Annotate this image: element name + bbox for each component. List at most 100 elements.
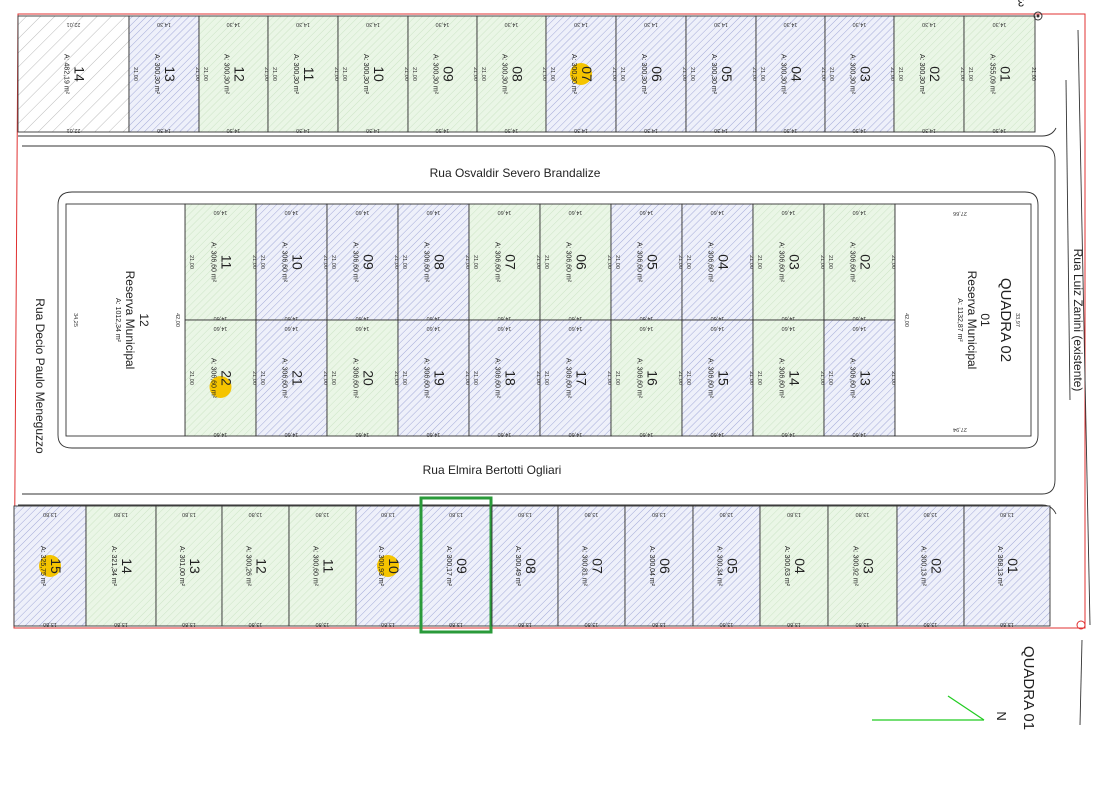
lot-number: 05 (645, 254, 661, 270)
dimension-label: 22,01 (67, 127, 81, 133)
dimension-label: 21,00 (549, 67, 555, 81)
lot-08[interactable]: 08A: 300,30 m² 21,00 21,00 14,30 14,30 (476, 15, 547, 133)
lot-13[interactable]: 13A: 306,60 m² 21,00 21,00 14,60 14,60 (823, 319, 896, 437)
dimension-label: 14,60 (640, 209, 654, 215)
lot-11[interactable]: 11A: 300,60 m² 13,80 13,80 (288, 505, 357, 627)
dimension-label: 14,30 (436, 127, 450, 133)
lot-10[interactable]: 10A: 300,93 m² 13,80 13,80 (355, 505, 421, 627)
dimension-label: 14,30 (157, 21, 171, 27)
lot-06[interactable]: 06A: 306,60 m² 21,00 21,00 14,60 14,60 (539, 203, 612, 321)
lot-parcel (823, 319, 896, 437)
lot-12[interactable]: 12A: 300,30 m² 21,00 21,00 14,30 14,30 (198, 15, 269, 133)
lot-area: A: 300,30 m² (153, 54, 160, 95)
dimension-label: 14,30 (784, 127, 798, 133)
lot-18[interactable]: 18A: 306,60 m² 21,00 21,00 14,60 14,60 (468, 319, 541, 437)
lot-01[interactable]: 01A: 368,13 m² 13,80 13,80 (963, 505, 1051, 627)
dimension-label: 21,00 (751, 67, 757, 81)
lot-number: 04 (789, 66, 805, 82)
lot-07[interactable]: 07A: 300,30 m² 21,00 21,00 14,30 14,30 (545, 15, 617, 133)
lot-21[interactable]: 21A: 306,60 m² 21,00 21,00 14,60 14,60 (255, 319, 328, 437)
dimension-label: 14,60 (853, 209, 867, 215)
dimension-label: 27,94 (953, 426, 967, 432)
lot-13[interactable]: 13A: 301,00 m² 13,80 13,80 (155, 505, 223, 627)
boundary-marker-icon (1036, 14, 1040, 18)
dimension-label: 13,80 (787, 621, 801, 627)
dimension-label: 13,80 (43, 621, 57, 627)
lot-08[interactable]: 08A: 300,49 m² 13,80 13,80 (491, 505, 559, 627)
lot-05[interactable]: 05A: 306,60 m² 21,00 21,00 14,60 14,60 (610, 203, 683, 321)
reserva-municipal-left[interactable]: 12 Reserva Municipal A: 1012,34 m² 34,25… (65, 203, 186, 437)
lot-08[interactable]: 08A: 306,60 m² 21,00 21,00 14,60 14,60 (397, 203, 470, 321)
lot-06[interactable]: 06A: 300,04 m² 13,80 13,80 (624, 505, 694, 627)
lot-area: A: 301,00 m² (178, 546, 185, 587)
street-label-top: Rua Osvaldir Severo Brandalize (430, 166, 601, 180)
boundary-marker-icon (1076, 620, 1086, 630)
reserva-municipal-right[interactable]: QUADRA 02 01 Reserva Municipal A: 1132,8… (894, 203, 1032, 437)
lot-02[interactable]: 02A: 300,30 m² 21,00 21,00 14,30 14,30 (893, 15, 965, 133)
lot-09[interactable]: 09A: 300,17 m² 13,80 13,80 (419, 496, 493, 634)
lot-number: 12 (232, 66, 248, 82)
lot-parcel (267, 15, 339, 133)
lot-10[interactable]: 10A: 306,60 m² 21,00 21,00 14,60 14,60 (255, 203, 328, 321)
lot-17[interactable]: 17A: 306,60 m² 21,00 21,00 14,60 14,60 (539, 319, 612, 437)
lot-15[interactable]: 15A: 325,75 m² 13,80 13,80 (13, 505, 87, 627)
lot-11[interactable]: 11A: 306,60 m² 21,00 21,00 14,60 14,60 (184, 203, 257, 321)
lot-05[interactable]: 05A: 300,34 m² 13,80 13,80 (692, 505, 761, 627)
dimension-label: 13,80 (43, 511, 57, 517)
lot-10[interactable]: 10A: 300,30 m² 21,00 21,00 14,30 14,30 (337, 15, 409, 133)
lot-09[interactable]: 09A: 300,30 m² 21,00 21,00 14,30 14,30 (407, 15, 478, 133)
dimension-label: 13,80 (449, 511, 463, 517)
lot-22[interactable]: 22A: 306,60 m² 21,00 21,00 14,60 14,60 (184, 319, 257, 437)
lot-06[interactable]: 06A: 300,30 m² 21,00 21,00 14,30 14,30 (615, 15, 687, 133)
reserva-left-area: A: 1012,34 m² (114, 298, 121, 343)
lot-03[interactable]: 03A: 306,60 m² 21,00 21,00 14,60 14,60 (752, 203, 825, 321)
lot-03[interactable]: 03A: 300,30 m² 21,00 21,00 14,30 14,30 (824, 15, 895, 133)
lot-01[interactable]: 01A: 355,09 m² 21,00 21,00 14,30 14,30 (963, 15, 1036, 133)
dimension-label: 21,00 (259, 255, 265, 269)
lot-02[interactable]: 02A: 306,60 m² 21,00 21,00 14,60 14,60 (823, 203, 896, 321)
lot-number: 14 (72, 66, 88, 82)
dimension-label: 21,00 (677, 371, 683, 385)
lot-02[interactable]: 02A: 300,13 m² 13,80 13,80 (896, 505, 965, 627)
lot-14[interactable]: 14A: 482,19 m² 22,01 22,01 (17, 15, 130, 133)
lot-number: 10 (386, 558, 402, 574)
lot-04[interactable]: 04A: 300,30 m² 21,00 21,00 14,30 14,30 (755, 15, 826, 133)
lot-03[interactable]: 03A: 300,92 m² 13,80 13,80 (827, 505, 898, 627)
dimension-label: 21,00 (401, 255, 407, 269)
lot-parcel (539, 203, 612, 321)
lot-07[interactable]: 07A: 300,81 m² 13,80 13,80 (557, 505, 626, 627)
lot-14[interactable]: 14A: 321,34 m² 13,80 13,80 (85, 505, 157, 627)
lot-20[interactable]: 20A: 306,60 m² 21,00 21,00 14,60 14,60 (326, 319, 399, 437)
lot-15[interactable]: 15A: 306,60 m² 21,00 21,00 14,60 14,60 (681, 319, 754, 437)
lot-area: A: 306,60 m² (636, 242, 643, 283)
lot-area: A: 306,60 m² (778, 242, 785, 283)
dimension-label: 21,00 (827, 371, 833, 385)
lot-07[interactable]: 07A: 306,60 m² 21,00 21,00 14,60 14,60 (468, 203, 541, 321)
north-label: N (994, 711, 1009, 720)
dimension-label: 13,80 (381, 511, 395, 517)
lot-05[interactable]: 05A: 300,30 m² 21,00 21,00 14,30 14,30 (685, 15, 757, 133)
lot-area: A: 300,93 m² (377, 546, 384, 587)
lot-number: 08 (432, 254, 448, 270)
lot-parcel (198, 15, 269, 133)
dimension-label: 14,60 (853, 431, 867, 437)
dimension-label: 14,60 (427, 209, 441, 215)
dimension-label: 21,00 (464, 255, 470, 269)
lot-09[interactable]: 09A: 306,60 m² 21,00 21,00 14,60 14,60 (326, 203, 399, 321)
lot-12[interactable]: 12A: 300,26 m² 13,80 13,80 (221, 505, 290, 627)
lot-parcel (827, 505, 898, 627)
lot-14[interactable]: 14A: 306,60 m² 21,00 21,00 14,60 14,60 (752, 319, 825, 437)
dimension-label: 13,80 (449, 621, 463, 627)
lot-parcel (288, 505, 357, 627)
lot-16[interactable]: 16A: 306,60 m² 21,00 21,00 14,60 14,60 (610, 319, 683, 437)
lot-04[interactable]: 04A: 306,60 m² 21,00 21,00 14,60 14,60 (681, 203, 754, 321)
lot-19[interactable]: 19A: 306,60 m² 21,00 21,00 14,60 14,60 (397, 319, 470, 437)
reserva-right-number: 01 (978, 313, 992, 327)
lot-11[interactable]: 11A: 300,30 m² 21,00 21,00 14,30 14,30 (267, 15, 339, 133)
lot-area: A: 306,60 m² (423, 242, 430, 283)
dimension-label: 21,00 (819, 371, 825, 385)
dimension-label: 21,00 (819, 255, 825, 269)
lot-13[interactable]: 13A: 300,30 m² 21,00 21,00 14,30 14,30 (128, 15, 200, 133)
dimension-label: 14,30 (296, 21, 310, 27)
lot-04[interactable]: 04A: 300,63 m² 13,80 13,80 (759, 505, 829, 627)
